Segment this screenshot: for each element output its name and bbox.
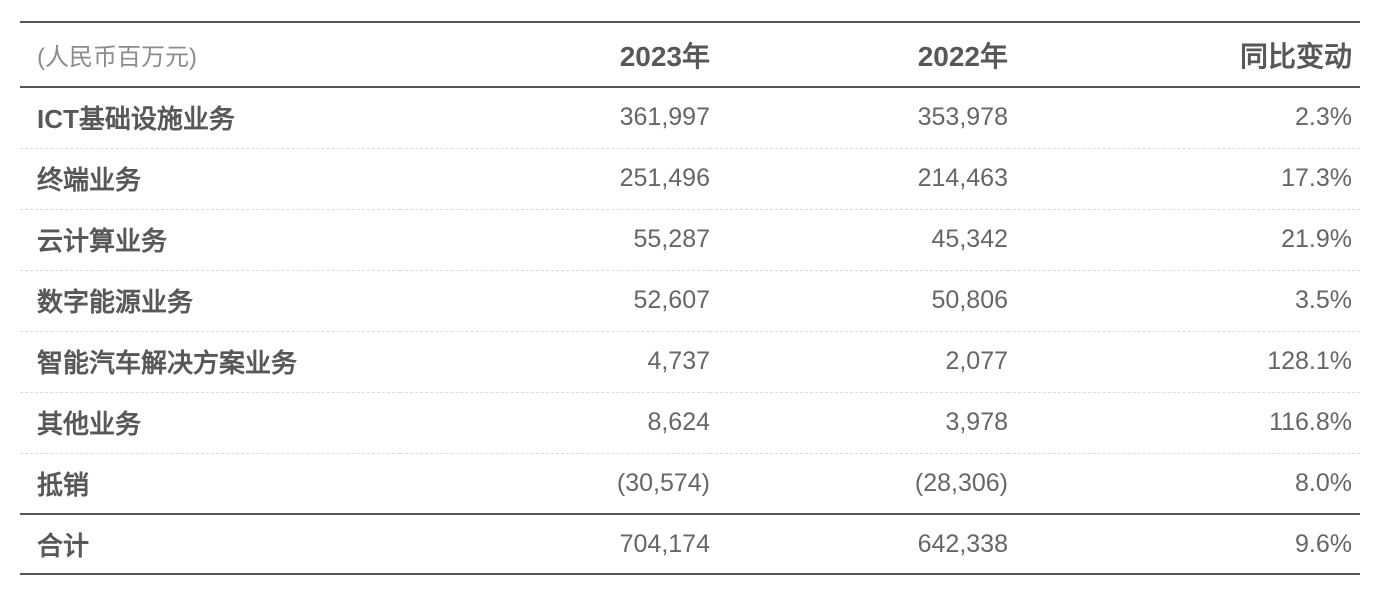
- table-row-other: 其他业务 8,624 3,978 116.8%: [20, 392, 1360, 454]
- column-header-2023: 2023年: [400, 21, 710, 88]
- cell-yoy: 8.0%: [1008, 453, 1360, 515]
- cell-2022: 353,978: [710, 87, 1008, 149]
- cell-2022: 50,806: [710, 270, 1008, 332]
- cell-2023: 8,624: [400, 392, 710, 454]
- cell-2022: (28,306): [710, 453, 1008, 515]
- cell-label: 其他业务: [20, 392, 400, 454]
- table-row-energy: 数字能源业务 52,607 50,806 3.5%: [20, 270, 1360, 332]
- cell-label: 合计: [20, 514, 400, 575]
- cell-yoy: 128.1%: [1008, 331, 1360, 393]
- cell-yoy: 116.8%: [1008, 392, 1360, 454]
- table-row-device: 终端业务 251,496 214,463 17.3%: [20, 148, 1360, 210]
- cell-2022: 642,338: [710, 514, 1008, 575]
- table-body: ICT基础设施业务 361,997 353,978 2.3% 终端业务 251,…: [20, 87, 1360, 575]
- cell-2023: 361,997: [400, 87, 710, 149]
- cell-2022: 45,342: [710, 209, 1008, 271]
- cell-2023: 55,287: [400, 209, 710, 271]
- table-row-auto: 智能汽车解决方案业务 4,737 2,077 128.1%: [20, 331, 1360, 393]
- cell-yoy: 2.3%: [1008, 87, 1360, 149]
- unit-label: (人民币百万元): [20, 21, 400, 88]
- cell-label: 数字能源业务: [20, 270, 400, 332]
- column-header-yoy: 同比变动: [1008, 21, 1360, 88]
- cell-label: 智能汽车解决方案业务: [20, 331, 400, 393]
- cell-label: ICT基础设施业务: [20, 87, 400, 149]
- cell-yoy: 21.9%: [1008, 209, 1360, 271]
- header-row: (人民币百万元) 2023年 2022年 同比变动: [20, 21, 1360, 88]
- cell-label: 云计算业务: [20, 209, 400, 271]
- cell-2023: (30,574): [400, 453, 710, 515]
- cell-2022: 214,463: [710, 148, 1008, 210]
- table-row-eliminations: 抵销 (30,574) (28,306) 8.0%: [20, 453, 1360, 515]
- cell-2022: 3,978: [710, 392, 1008, 454]
- cell-2023: 52,607: [400, 270, 710, 332]
- cell-2023: 704,174: [400, 514, 710, 575]
- table-row-cloud: 云计算业务 55,287 45,342 21.9%: [20, 209, 1360, 271]
- cell-yoy: 9.6%: [1008, 514, 1360, 575]
- column-header-2022: 2022年: [710, 21, 1008, 88]
- table-row-total: 合计 704,174 642,338 9.6%: [20, 514, 1360, 575]
- cell-2022: 2,077: [710, 331, 1008, 393]
- table-row-ict: ICT基础设施业务 361,997 353,978 2.3%: [20, 87, 1360, 149]
- segment-revenue-table: (人民币百万元) 2023年 2022年 同比变动 ICT基础设施业务 361,…: [20, 21, 1360, 575]
- cell-label: 终端业务: [20, 148, 400, 210]
- cell-label: 抵销: [20, 453, 400, 515]
- cell-2023: 4,737: [400, 331, 710, 393]
- cell-2023: 251,496: [400, 148, 710, 210]
- cell-yoy: 3.5%: [1008, 270, 1360, 332]
- table-header: (人民币百万元) 2023年 2022年 同比变动: [20, 21, 1360, 88]
- cell-yoy: 17.3%: [1008, 148, 1360, 210]
